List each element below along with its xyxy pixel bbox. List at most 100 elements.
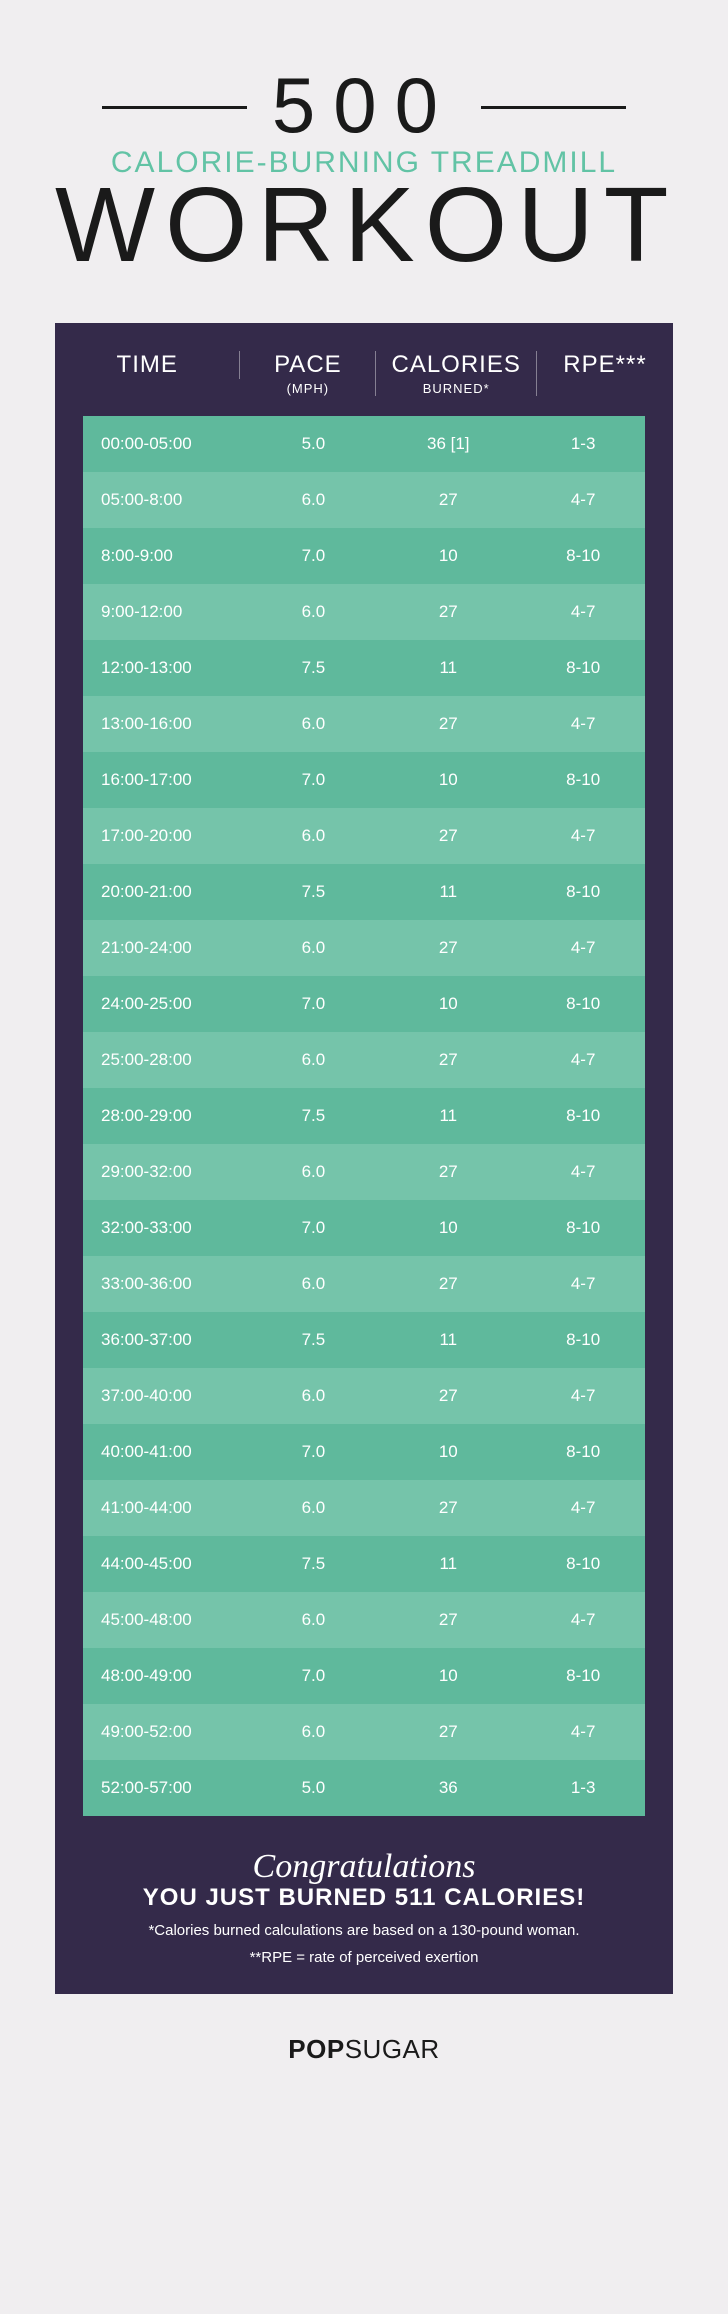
cell: 29:00-32:00 [83, 1162, 252, 1182]
table-row: 17:00-20:006.0274-7 [83, 808, 645, 864]
cell: 27 [375, 1162, 521, 1182]
cell: 8-10 [521, 1106, 645, 1126]
cell: 6.0 [252, 1274, 376, 1294]
cell: 48:00-49:00 [83, 1666, 252, 1686]
cell: 4-7 [521, 1050, 645, 1070]
cell: 11 [375, 658, 521, 678]
col-time-header: TIME [55, 351, 240, 379]
cell: 10 [375, 1218, 521, 1238]
cell: 7.5 [252, 882, 376, 902]
cell: 27 [375, 1498, 521, 1518]
cell: 25:00-28:00 [83, 1050, 252, 1070]
cell: 27 [375, 1050, 521, 1070]
table-row: 36:00-37:007.5118-10 [83, 1312, 645, 1368]
cell: 4-7 [521, 826, 645, 846]
cell: 4-7 [521, 714, 645, 734]
cell: 4-7 [521, 1498, 645, 1518]
cell: 9:00-12:00 [83, 602, 252, 622]
cell: 27 [375, 1610, 521, 1630]
cell: 36:00-37:00 [83, 1330, 252, 1350]
burned-text: YOU JUST BURNED 511 CALORIES! [75, 1884, 653, 1912]
cell: 10 [375, 994, 521, 1014]
cell: 28:00-29:00 [83, 1106, 252, 1126]
cell: 7.5 [252, 1330, 376, 1350]
main-title: WORKOUT [55, 172, 673, 278]
logo-sugar: SUGAR [345, 2034, 440, 2064]
cell: 11 [375, 1330, 521, 1350]
cell: 36 [1] [375, 434, 521, 454]
cell: 27 [375, 490, 521, 510]
table-body: 00:00-05:005.036 [1]1-305:00-8:006.0274-… [55, 416, 673, 1826]
cell: 4-7 [521, 938, 645, 958]
cell: 8-10 [521, 1442, 645, 1462]
cell: 7.5 [252, 1106, 376, 1126]
cell: 7.0 [252, 1666, 376, 1686]
table-row: 41:00-44:006.0274-7 [83, 1480, 645, 1536]
cell: 6.0 [252, 1386, 376, 1406]
cell: 27 [375, 714, 521, 734]
cell: 37:00-40:00 [83, 1386, 252, 1406]
cell: 8-10 [521, 1330, 645, 1350]
table-row: 12:00-13:007.5118-10 [83, 640, 645, 696]
cell: 6.0 [252, 490, 376, 510]
table-row: 24:00-25:007.0108-10 [83, 976, 645, 1032]
cell: 7.0 [252, 994, 376, 1014]
cell: 4-7 [521, 1162, 645, 1182]
table-row: 52:00-57:005.0361-3 [83, 1760, 645, 1816]
cell: 10 [375, 770, 521, 790]
cell: 27 [375, 1386, 521, 1406]
cell: 6.0 [252, 1498, 376, 1518]
table-row: 37:00-40:006.0274-7 [83, 1368, 645, 1424]
cell: 8-10 [521, 994, 645, 1014]
table-row: 40:00-41:007.0108-10 [83, 1424, 645, 1480]
logo-pop: POP [288, 2034, 344, 2064]
cell: 8-10 [521, 1554, 645, 1574]
cell: 10 [375, 1666, 521, 1686]
cell: 4-7 [521, 1610, 645, 1630]
cell: 44:00-45:00 [83, 1554, 252, 1574]
cell: 7.0 [252, 1442, 376, 1462]
cell: 4-7 [521, 1274, 645, 1294]
cell: 4-7 [521, 602, 645, 622]
cell: 32:00-33:00 [83, 1218, 252, 1238]
table-row: 05:00-8:006.0274-7 [83, 472, 645, 528]
footer-box: Congratulations YOU JUST BURNED 511 CALO… [55, 1826, 673, 1994]
cell: 5.0 [252, 1778, 376, 1798]
table-row: 21:00-24:006.0274-7 [83, 920, 645, 976]
cell: 1-3 [521, 1778, 645, 1798]
table-row: 29:00-32:006.0274-7 [83, 1144, 645, 1200]
col-calories-header: CALORIES BURNED* [376, 351, 537, 396]
cell: 8-10 [521, 658, 645, 678]
cell: 8-10 [521, 546, 645, 566]
table-row: 20:00-21:007.5118-10 [83, 864, 645, 920]
cell: 7.0 [252, 546, 376, 566]
table-row: 44:00-45:007.5118-10 [83, 1536, 645, 1592]
col-rpe-header: RPE*** [537, 351, 673, 379]
cell: 27 [375, 938, 521, 958]
table-row: 32:00-33:007.0108-10 [83, 1200, 645, 1256]
cell: 8-10 [521, 1218, 645, 1238]
cell: 27 [375, 1722, 521, 1742]
table-row: 33:00-36:006.0274-7 [83, 1256, 645, 1312]
table-row: 9:00-12:006.0274-7 [83, 584, 645, 640]
cell: 40:00-41:00 [83, 1442, 252, 1462]
cell: 05:00-8:00 [83, 490, 252, 510]
cell: 8-10 [521, 1666, 645, 1686]
table-row: 25:00-28:006.0274-7 [83, 1032, 645, 1088]
cell: 16:00-17:00 [83, 770, 252, 790]
cell: 6.0 [252, 602, 376, 622]
cell: 12:00-13:00 [83, 658, 252, 678]
cell: 8-10 [521, 882, 645, 902]
cell: 36 [375, 1778, 521, 1798]
cell: 17:00-20:00 [83, 826, 252, 846]
col-pace-header: PACE (MPH) [240, 351, 376, 396]
cell: 24:00-25:00 [83, 994, 252, 1014]
workout-table: TIME PACE (MPH) CALORIES BURNED* RPE*** … [55, 323, 673, 1994]
table-row: 48:00-49:007.0108-10 [83, 1648, 645, 1704]
cell: 00:00-05:00 [83, 434, 252, 454]
table-row: 8:00-9:007.0108-10 [83, 528, 645, 584]
cell: 20:00-21:00 [83, 882, 252, 902]
table-row: 16:00-17:007.0108-10 [83, 752, 645, 808]
title-number: 500 [247, 60, 481, 151]
header: 500 CALORIE-BURNING TREADMILL WORKOUT [55, 60, 673, 278]
